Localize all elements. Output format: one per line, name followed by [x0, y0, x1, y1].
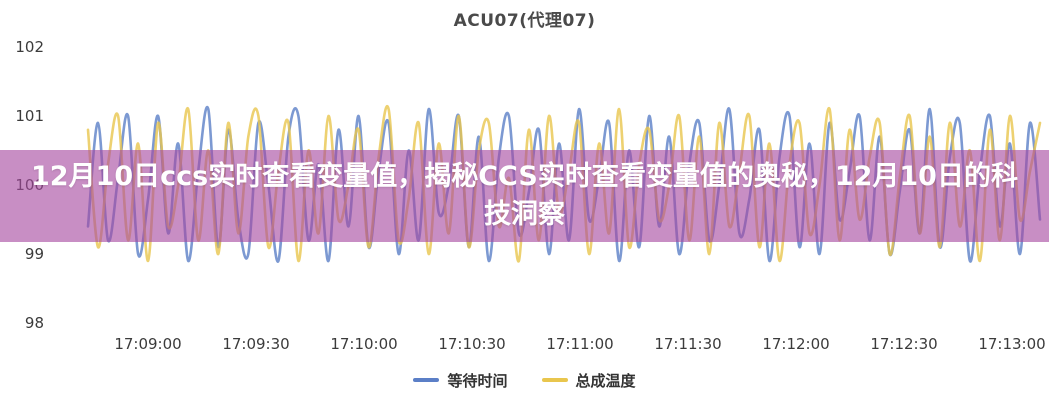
legend-line-marker: [413, 378, 440, 382]
legend-item-等待时间[interactable]: 等待时间: [413, 370, 508, 391]
y-axis-tick-label: 101: [15, 107, 44, 125]
y-axis-tick-label: 98: [24, 314, 44, 332]
x-axis-tick-label: 17:10:30: [438, 335, 506, 353]
promo-banner-text: 12月10日ccs实时查看变量值，揭秘CCS实时查看变量值的奥秘，12月10日的…: [31, 161, 1018, 230]
x-axis-tick-label: 17:10:00: [330, 335, 398, 353]
x-axis-tick-label: 17:11:00: [546, 335, 614, 353]
y-axis-tick-label: 102: [15, 38, 44, 56]
x-axis-tick-label: 17:12:00: [762, 335, 830, 353]
x-axis-tick-label: 17:09:30: [222, 335, 290, 353]
chart-legend: 等待时间 总成温度: [0, 368, 1049, 392]
x-axis-tick-label: 17:12:30: [870, 335, 938, 353]
legend-label: 等待时间: [447, 371, 508, 390]
promo-banner-overlay: 12月10日ccs实时查看变量值，揭秘CCS实时查看变量值的奥秘，12月10日的…: [0, 150, 1049, 242]
x-axis-tick-label: 17:09:00: [114, 335, 182, 353]
legend-line-marker: [541, 378, 568, 382]
x-axis-tick-label: 17:13:00: [978, 335, 1046, 353]
chart-title: ACU07(代理07): [453, 11, 596, 31]
legend-label: 总成温度: [575, 371, 636, 390]
y-axis-tick-label: 99: [24, 245, 44, 263]
legend-item-总成温度[interactable]: 总成温度: [541, 370, 636, 391]
x-axis-tick-label: 17:11:30: [654, 335, 722, 353]
